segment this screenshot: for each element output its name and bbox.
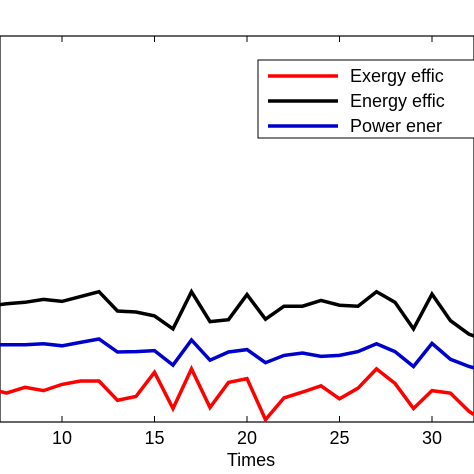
x-tick-label: 25: [329, 428, 349, 448]
legend-label-1: Energy effic: [350, 91, 445, 111]
series-line-0: [0, 364, 474, 423]
legend: Exergy effic Energy effic Power ener: [257, 59, 474, 139]
plot-area-frame: [0, 35, 474, 423]
x-tick-label: 10: [52, 428, 72, 448]
axis-ticks: 10 15 20 25 30: [52, 36, 442, 448]
x-tick-label: 30: [422, 428, 442, 448]
legend-label-2: Power ener: [350, 116, 442, 136]
x-tick-label: 15: [144, 428, 164, 448]
series-lines: [0, 288, 474, 423]
x-tick-label: 20: [237, 428, 257, 448]
series-line-2: [0, 337, 474, 370]
x-axis-label: Times: [227, 450, 275, 470]
legend-label-0: Exergy effic: [350, 66, 444, 86]
series-line-1: [0, 288, 474, 338]
